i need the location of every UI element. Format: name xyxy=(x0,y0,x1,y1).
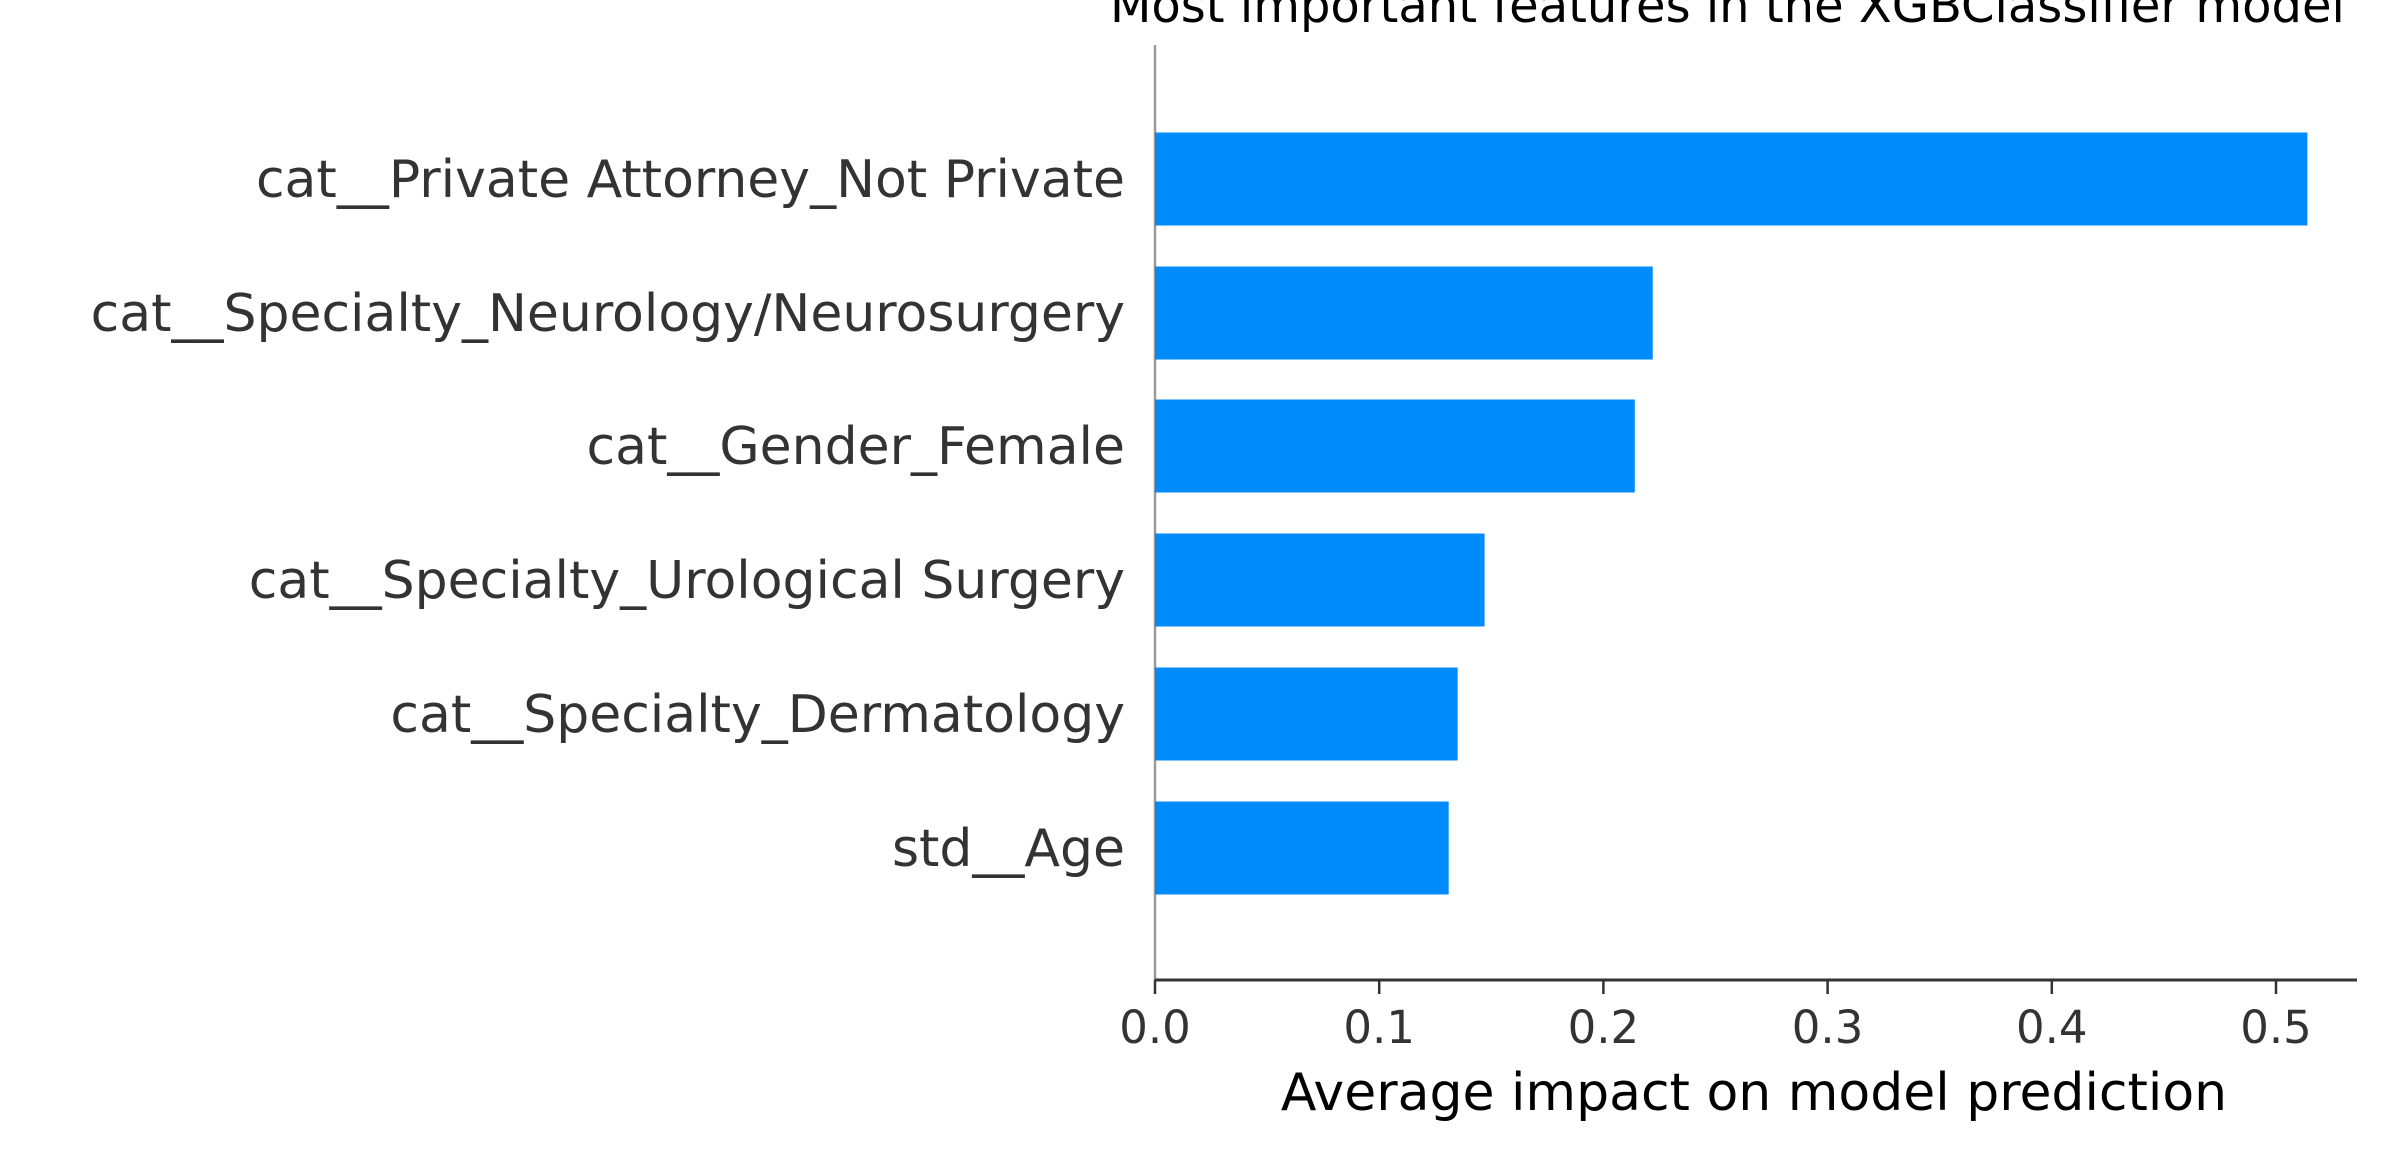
bar-6 xyxy=(1155,801,1449,895)
category-label-3: cat__Gender_Female xyxy=(587,417,1125,477)
x-tick-label-3: 0.3 xyxy=(1792,1001,1864,1054)
category-label-6: std__Age xyxy=(892,819,1125,879)
category-labels: cat__Private Attorney_Not Private cat__Sp… xyxy=(91,150,1125,879)
bar-2 xyxy=(1155,266,1653,360)
x-axis-title: Average impact on model prediction xyxy=(1281,1063,2227,1123)
bar-5 xyxy=(1155,667,1458,761)
x-tick-label-1: 0.1 xyxy=(1343,1001,1415,1054)
category-label-4: cat__Specialty_Urological Surgery xyxy=(249,551,1125,611)
x-tick-label-5: 0.5 xyxy=(2240,1001,2312,1054)
category-label-2: cat__Specialty_Neurology/Neurosurgery xyxy=(91,284,1125,344)
bars xyxy=(1155,132,2308,895)
x-tick-label-2: 0.2 xyxy=(1568,1001,1640,1054)
category-label-5: cat__Specialty_Dermatology xyxy=(390,685,1125,745)
chart-title: Most important features in the XGBClassi… xyxy=(1110,0,2345,34)
category-label-1: cat__Private Attorney_Not Private xyxy=(256,150,1125,210)
bar-4 xyxy=(1155,533,1485,627)
bar-3 xyxy=(1155,399,1635,493)
x-axis: 0.0 0.1 0.2 0.3 0.4 0.5 xyxy=(1119,978,2357,1054)
x-tick-label-0: 0.0 xyxy=(1119,1001,1191,1054)
bar-1 xyxy=(1155,132,2308,226)
x-tick-label-4: 0.4 xyxy=(2016,1001,2088,1054)
